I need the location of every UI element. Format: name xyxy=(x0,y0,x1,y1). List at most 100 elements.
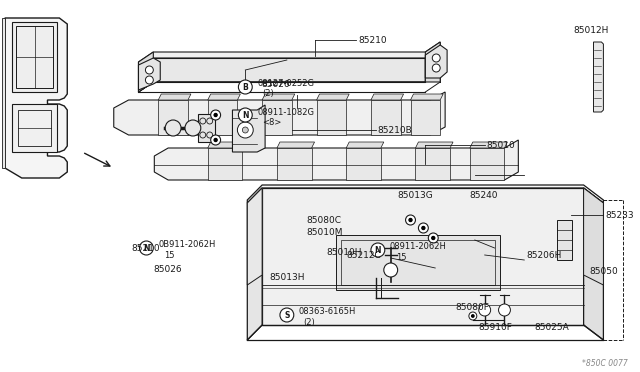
Polygon shape xyxy=(584,188,604,340)
Text: 85013G: 85013G xyxy=(397,190,433,199)
Polygon shape xyxy=(138,58,154,92)
Text: 85910F: 85910F xyxy=(479,324,513,333)
Text: (2): (2) xyxy=(262,89,274,97)
Text: 85050: 85050 xyxy=(589,267,618,276)
Polygon shape xyxy=(247,188,262,340)
Circle shape xyxy=(238,108,252,122)
Text: 85010: 85010 xyxy=(486,141,515,150)
Bar xyxy=(346,148,381,180)
Text: N: N xyxy=(242,110,248,119)
Circle shape xyxy=(140,241,154,255)
Polygon shape xyxy=(138,58,160,90)
Polygon shape xyxy=(12,104,58,152)
Circle shape xyxy=(432,64,440,72)
Circle shape xyxy=(409,218,412,221)
Polygon shape xyxy=(277,142,314,148)
Text: 85206H: 85206H xyxy=(526,251,562,260)
Polygon shape xyxy=(208,142,245,148)
Text: 85080C: 85080C xyxy=(307,215,342,224)
Text: 85013H: 85013H xyxy=(269,273,305,282)
Circle shape xyxy=(211,135,221,145)
Text: <8>: <8> xyxy=(262,118,282,126)
Polygon shape xyxy=(154,140,518,180)
Polygon shape xyxy=(584,188,604,285)
Polygon shape xyxy=(208,94,241,100)
Text: N: N xyxy=(143,244,150,253)
Text: 85210: 85210 xyxy=(358,35,387,45)
Polygon shape xyxy=(247,185,604,203)
Circle shape xyxy=(237,122,253,138)
Polygon shape xyxy=(346,142,384,148)
Polygon shape xyxy=(12,22,58,92)
Circle shape xyxy=(211,110,221,120)
Text: 85010H: 85010H xyxy=(326,247,362,257)
Bar xyxy=(277,148,312,180)
Polygon shape xyxy=(262,94,295,100)
Polygon shape xyxy=(415,142,453,148)
Text: *850C 0077: *850C 0077 xyxy=(582,359,628,368)
Text: 85210B: 85210B xyxy=(378,125,413,135)
Text: B: B xyxy=(243,83,248,92)
Polygon shape xyxy=(317,94,349,100)
Circle shape xyxy=(406,215,415,225)
Circle shape xyxy=(165,120,181,136)
Circle shape xyxy=(238,80,252,94)
Text: 85026: 85026 xyxy=(154,266,182,275)
Polygon shape xyxy=(426,45,447,78)
Circle shape xyxy=(419,223,428,233)
Bar xyxy=(410,100,440,135)
Circle shape xyxy=(145,66,154,74)
Circle shape xyxy=(145,76,154,84)
Bar xyxy=(262,100,292,135)
Text: 85026: 85026 xyxy=(261,80,290,89)
Polygon shape xyxy=(371,94,404,100)
Polygon shape xyxy=(426,42,440,82)
Text: 85233: 85233 xyxy=(605,211,634,219)
Text: S: S xyxy=(284,311,289,320)
Polygon shape xyxy=(262,188,584,325)
Bar xyxy=(208,148,243,180)
Text: 85025A: 85025A xyxy=(534,324,569,333)
Bar xyxy=(341,240,495,285)
Text: 85010M: 85010M xyxy=(307,228,343,237)
Polygon shape xyxy=(138,42,440,68)
Text: 85080F: 85080F xyxy=(455,304,489,312)
Text: N: N xyxy=(374,246,381,254)
Text: 0B911-2062H: 0B911-2062H xyxy=(158,240,216,248)
Circle shape xyxy=(243,127,248,133)
Circle shape xyxy=(185,120,201,136)
Polygon shape xyxy=(232,105,265,152)
Text: 08911-1082G: 08911-1082G xyxy=(257,108,314,116)
Polygon shape xyxy=(470,142,508,148)
Polygon shape xyxy=(114,92,445,135)
Polygon shape xyxy=(158,94,191,100)
Text: 85240: 85240 xyxy=(470,190,499,199)
Text: (2): (2) xyxy=(303,317,316,327)
Circle shape xyxy=(428,233,438,243)
Bar xyxy=(415,148,450,180)
Bar xyxy=(337,235,500,290)
Circle shape xyxy=(472,315,474,317)
Polygon shape xyxy=(2,18,5,168)
Circle shape xyxy=(422,227,425,230)
Text: 08911-2062H: 08911-2062H xyxy=(390,241,447,250)
Bar xyxy=(317,100,346,135)
Polygon shape xyxy=(247,188,262,285)
Polygon shape xyxy=(198,114,214,142)
Circle shape xyxy=(384,263,397,277)
Circle shape xyxy=(499,304,511,316)
Polygon shape xyxy=(426,48,440,82)
Polygon shape xyxy=(593,42,604,112)
Polygon shape xyxy=(5,18,67,178)
Text: 15: 15 xyxy=(164,250,175,260)
Bar xyxy=(470,148,504,180)
Circle shape xyxy=(371,243,385,257)
Circle shape xyxy=(469,312,477,320)
Circle shape xyxy=(432,237,435,240)
Circle shape xyxy=(432,54,440,62)
Text: 15: 15 xyxy=(396,253,406,262)
Circle shape xyxy=(214,138,217,141)
Text: 08127-0252G: 08127-0252G xyxy=(257,78,314,87)
Bar xyxy=(557,220,572,260)
Text: 85212C: 85212C xyxy=(346,250,381,260)
